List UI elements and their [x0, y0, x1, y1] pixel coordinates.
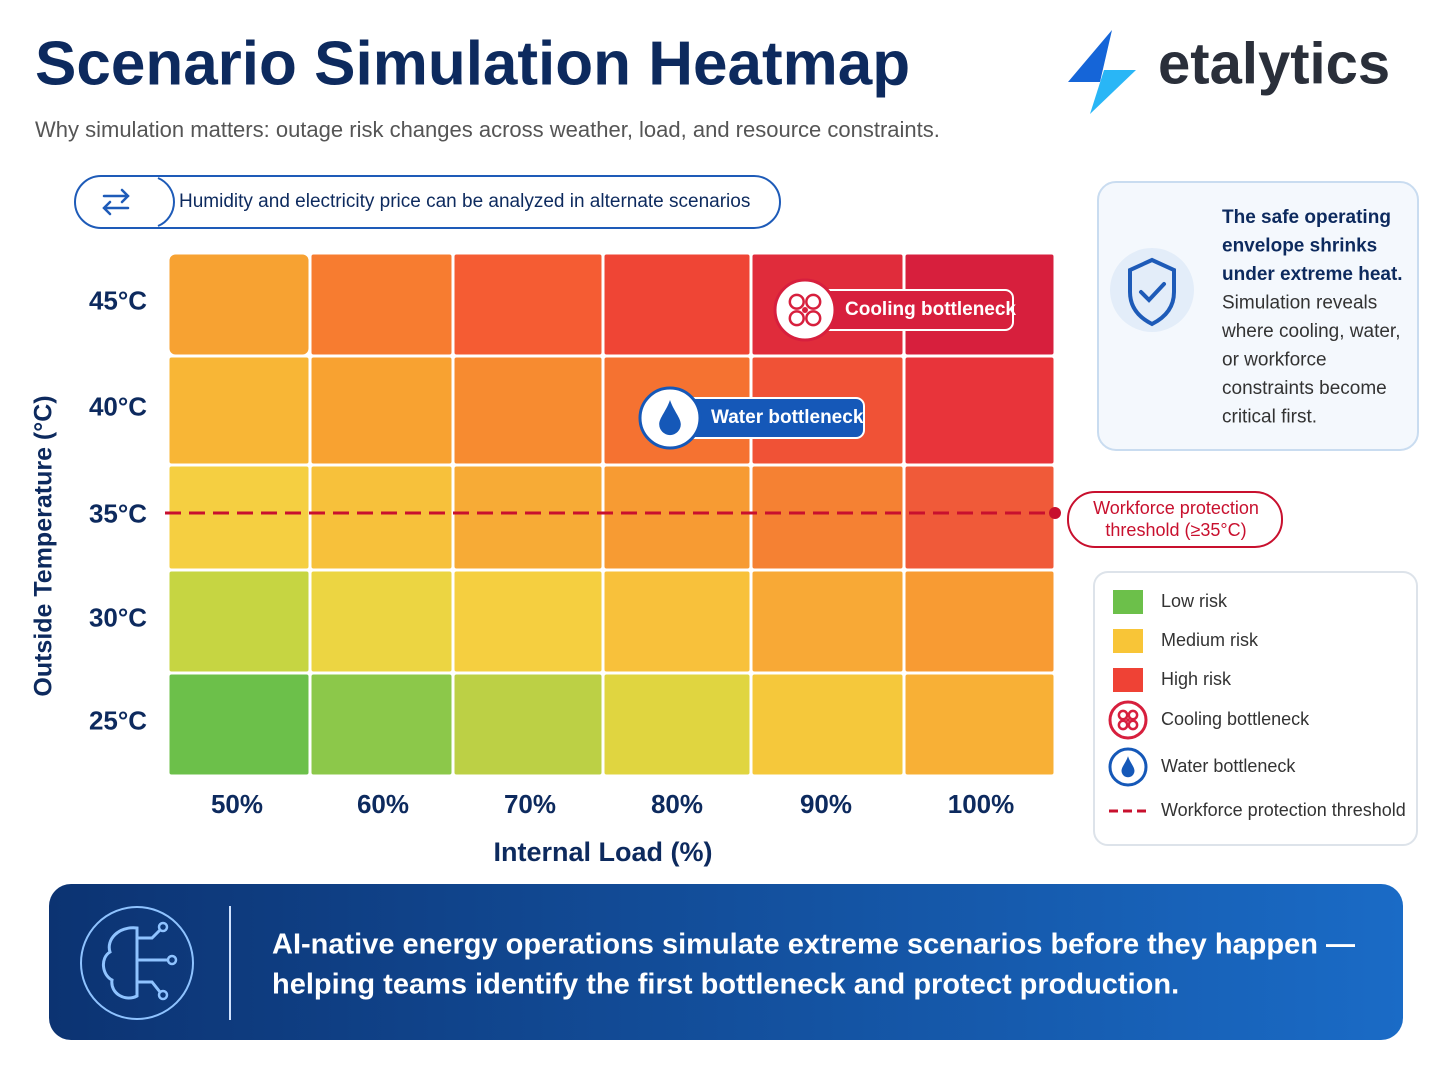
heatmap-cell — [311, 466, 452, 569]
drop — [1121, 756, 1135, 778]
side-note-bold: envelope shrinks — [1222, 236, 1377, 257]
x-tick-label: 90% — [800, 789, 852, 819]
fan-blade — [805, 293, 822, 310]
x-tick-label: 100% — [948, 789, 1015, 819]
footer-line: AI-native energy operations simulate ext… — [272, 929, 1355, 961]
heatmap-cell — [454, 357, 602, 464]
heatmap-cell — [311, 674, 452, 775]
water-icon — [1108, 747, 1148, 787]
side-note-text: critical first. — [1222, 407, 1317, 428]
heatmap-cell — [311, 254, 452, 355]
heatmap-cell — [454, 571, 602, 672]
legend-label: Workforce protection threshold — [1161, 800, 1406, 820]
y-axis-label: Outside Temperature (°C) — [30, 395, 58, 696]
x-tick-label: 60% — [357, 789, 409, 819]
fan-blade — [1117, 719, 1129, 731]
fan-blade — [788, 293, 805, 310]
title: Scenario Simulation Heatmap — [35, 29, 910, 98]
fan-blade — [1127, 709, 1139, 721]
x-tick-label: 80% — [651, 789, 703, 819]
annotation: Water bottleneck — [711, 407, 864, 428]
heatmap-cell — [169, 466, 309, 569]
heatmap-cell — [905, 674, 1054, 775]
heatmap-cell — [169, 571, 309, 672]
legend-label: High risk — [1161, 669, 1232, 689]
side-note-text: Simulation reveals — [1222, 293, 1377, 314]
heatmap-cell — [454, 466, 602, 569]
side-note-text: or workforce — [1222, 350, 1327, 371]
heatmap-cell — [604, 466, 750, 569]
heatmap-cell — [752, 571, 903, 672]
legend-label: Water bottleneck — [1161, 756, 1296, 776]
logo-icon — [1068, 30, 1136, 114]
heatmap-cell — [454, 674, 602, 775]
water-icon — [638, 386, 702, 450]
side-note-bold: under extreme heat. — [1222, 264, 1403, 285]
heatmap-cell — [752, 674, 903, 775]
side-note: The safe operating envelope shrinks under … — [1221, 207, 1403, 428]
heatmap-cell — [604, 571, 750, 672]
threshold-pill — [1067, 491, 1283, 548]
note: Humidity and electricity price can be an… — [179, 191, 750, 212]
threshold-label: Workforce protection — [1093, 498, 1259, 518]
side-note-text: where cooling, water, — [1221, 321, 1401, 342]
fan-blade — [1117, 709, 1129, 721]
x-tick-label: 70% — [504, 789, 556, 819]
heatmap: 45°C 40°C 35°C 30°C 25°C 50% 60% 70% 80% 90% 100% I… — [30, 254, 1283, 867]
x-axis-label: Internal Load (%) — [493, 837, 712, 867]
heatmap-cell — [604, 254, 750, 355]
cooling-icon — [1108, 700, 1148, 740]
y-tick-label: 25°C — [89, 705, 147, 735]
legend-label: Cooling bottleneck — [1161, 709, 1310, 729]
fan-blade — [788, 310, 805, 327]
legend-swatch — [1113, 668, 1143, 692]
note-pill — [74, 175, 781, 229]
fan-blade — [805, 310, 822, 327]
heatmap-cell — [169, 254, 309, 355]
side-panel — [1097, 181, 1419, 451]
footer-text: AI-native energy operations simulate ext… — [272, 929, 1355, 1001]
heatmap-cell — [752, 466, 903, 569]
heatmap-cell — [169, 674, 309, 775]
legend: Low risk Medium risk High risk Cooling bott… — [1093, 571, 1418, 846]
footer-line: helping teams identify the first bottlen… — [272, 969, 1179, 1001]
legend-swatch — [1113, 590, 1143, 614]
heatmap-cell — [311, 571, 452, 672]
legend-swatch — [1113, 629, 1143, 653]
side-note-bold: The safe operating — [1222, 207, 1391, 228]
y-tick-label: 35°C — [89, 498, 147, 528]
annotation: Cooling bottleneck — [845, 299, 1016, 320]
y-tick-label: 30°C — [89, 602, 147, 632]
threshold-label: threshold (≥35°C) — [1105, 520, 1246, 540]
heatmap-cell — [905, 357, 1054, 464]
side-note-text: constraints become — [1222, 378, 1387, 399]
fan-hub — [1126, 718, 1130, 722]
heatmap-cell — [905, 466, 1054, 569]
y-tick-label: 45°C — [89, 285, 147, 315]
footer-banner — [49, 884, 1403, 1040]
y-tick-label: 40°C — [89, 391, 147, 421]
heatmap-cell — [454, 254, 602, 355]
heatmap-cell — [169, 357, 309, 464]
cooling-icon — [773, 278, 837, 342]
threshold-dot — [1049, 507, 1061, 519]
legend-label: Low risk — [1161, 591, 1228, 611]
heatmap-cell — [905, 571, 1054, 672]
subtitle: Why simulation matters: outage risk chan… — [35, 117, 940, 142]
brand: etalytics — [1158, 31, 1390, 96]
fan-hub — [802, 307, 808, 313]
x-tick-label: 50% — [211, 789, 263, 819]
heatmap-cell — [604, 674, 750, 775]
drop — [659, 400, 681, 436]
legend-label: Medium risk — [1161, 630, 1259, 650]
heatmap-cell — [311, 357, 452, 464]
fan-blade — [1127, 719, 1139, 731]
